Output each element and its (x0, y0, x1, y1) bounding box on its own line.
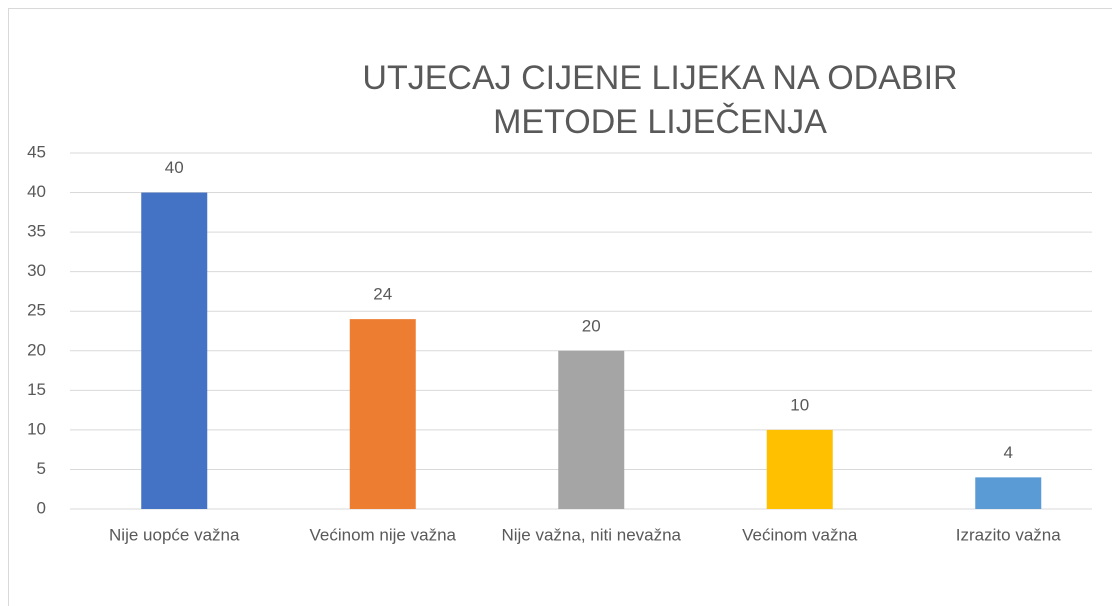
data-label: 4 (1004, 443, 1013, 462)
y-tick-label: 0 (37, 498, 46, 517)
data-label: 10 (790, 395, 809, 414)
chart-title: UTJECAJ CIJENE LIJEKA NA ODABIR METODE L… (362, 59, 958, 141)
y-tick-label: 20 (27, 340, 46, 359)
y-tick-label: 30 (27, 261, 46, 280)
y-tick-label: 35 (27, 222, 46, 241)
y-tick-label: 45 (27, 142, 46, 161)
x-tick-label: Većinom nije važna (310, 525, 457, 544)
x-tick-label: Izrazito važna (956, 525, 1061, 544)
y-tick-label: 10 (27, 419, 46, 438)
chart-border (8, 8, 1112, 606)
data-label: 24 (373, 285, 392, 304)
data-label: 20 (582, 316, 601, 335)
data-label: 40 (165, 158, 184, 177)
bar (141, 192, 208, 510)
y-tick-label: 15 (27, 380, 46, 399)
y-tick-label: 25 (27, 301, 46, 320)
bar (349, 319, 416, 509)
y-tick-label: 5 (37, 459, 46, 478)
bar (766, 429, 833, 509)
x-tick-label: Nije važna, niti nevažna (501, 525, 681, 544)
bar (558, 350, 625, 509)
y-tick-label: 40 (27, 182, 46, 201)
x-tick-label: Nije uopće važna (109, 525, 240, 544)
bar (975, 477, 1042, 509)
x-tick-label: Većinom važna (742, 525, 858, 544)
